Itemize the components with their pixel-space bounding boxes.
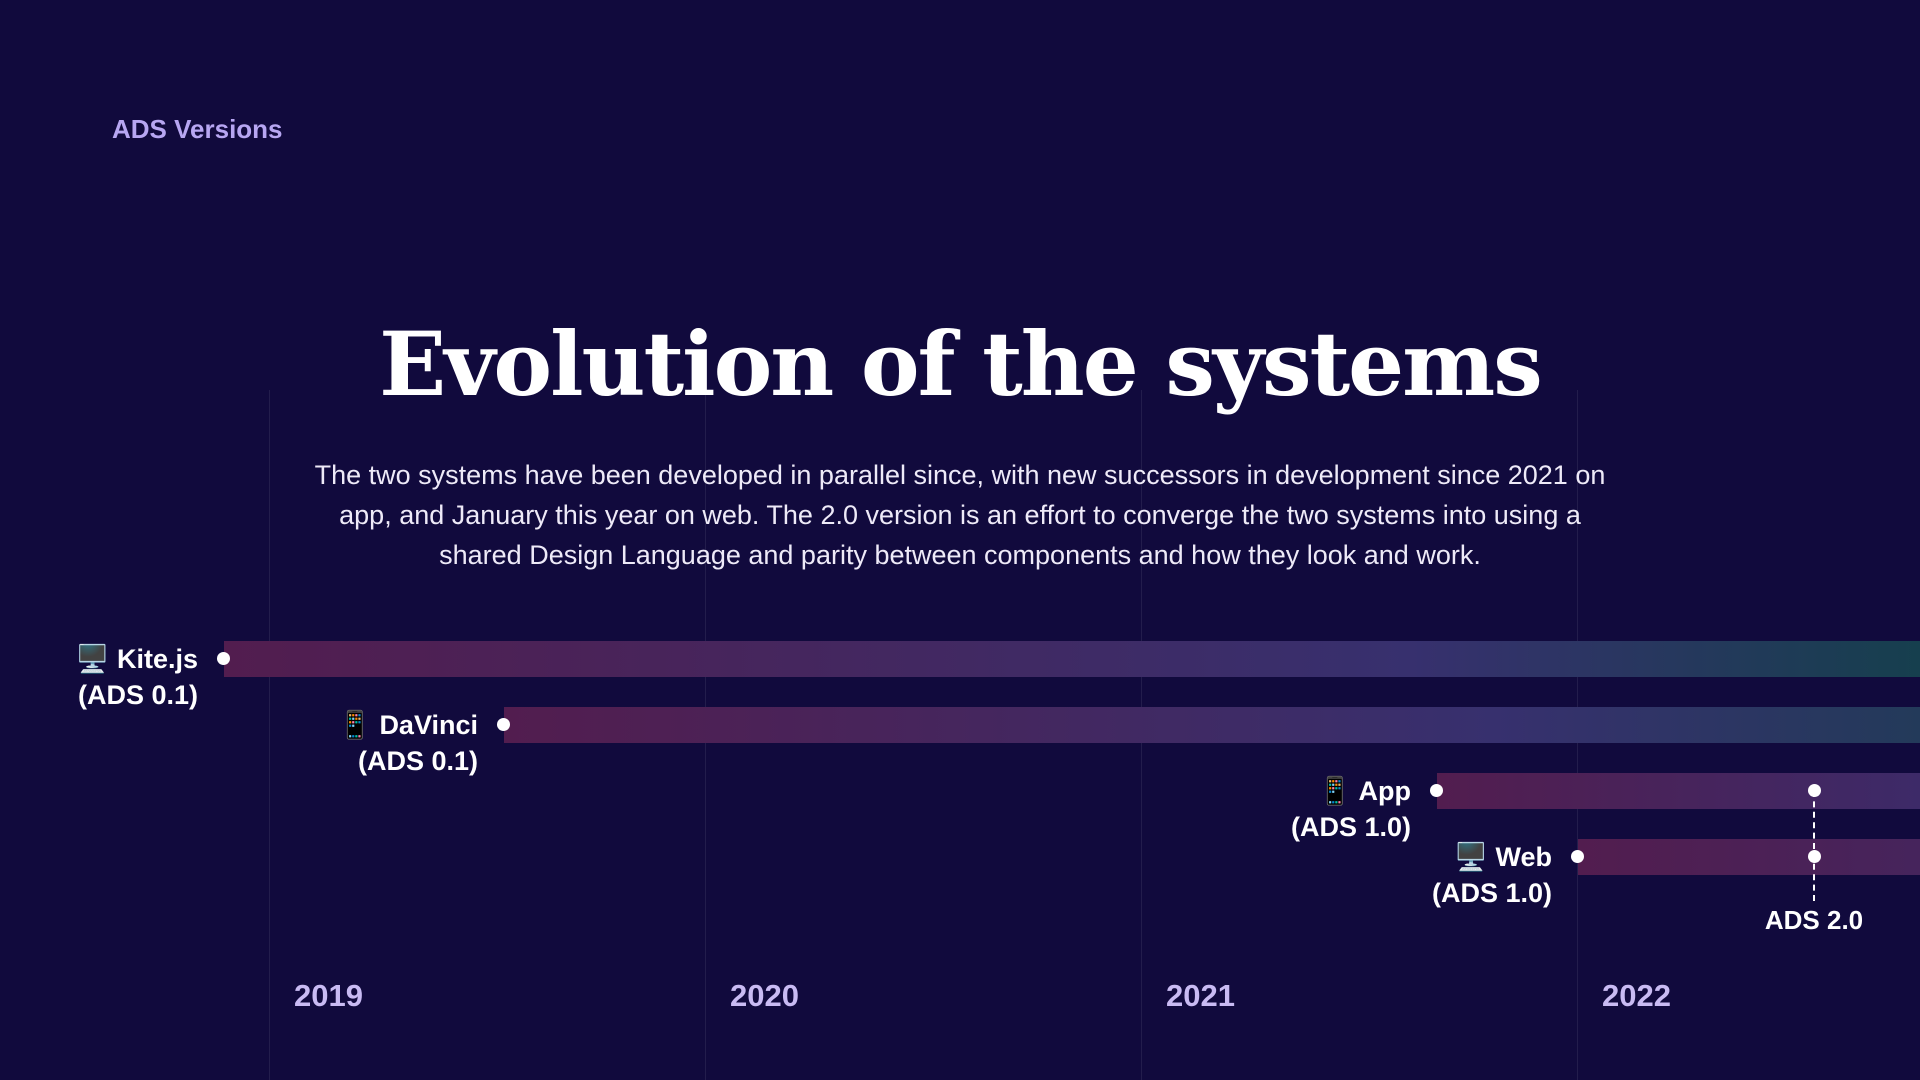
section-kicker: ADS Versions [112,114,283,144]
year-label: 2019 [294,978,363,1013]
timeline-bar-davinci [504,707,1920,743]
desktop-icon: 🖥️ [1454,842,1488,872]
description: The two systems have been developed in p… [314,460,1606,570]
track-label-davinci: 📱 DaVinci (ADS 0.1) [338,710,478,776]
page-title: Evolution of the systems [379,312,1543,416]
year-label: 2020 [730,978,799,1013]
timeline-bar-kitejs [224,641,1920,677]
year-label: 2022 [1602,978,1671,1013]
track-label-app: 📱 App (ADS 1.0) [1290,776,1411,842]
timeline-bar-app [1437,773,1920,809]
mobile-icon: 📱 [338,710,372,740]
ads2-marker-label: ADS 2.0 [1764,905,1864,935]
track-label-web: 🖥️ Web (ADS 1.0) [1431,842,1552,908]
mobile-icon: 📱 [1318,776,1353,806]
ads2-dot-app [1808,784,1821,797]
ads2-dot-web [1808,850,1821,863]
ads2-marker-line [1813,791,1815,901]
start-dot [1430,784,1443,797]
desktop-icon: 🖥️ [75,644,110,674]
track-label-kitejs: 🖥️ Kite.js (ADS 0.1) [75,644,198,710]
start-dot [1571,850,1584,863]
timeline-bar-web [1578,839,1920,875]
start-dot [497,718,510,731]
gridline-2019 [269,390,270,1080]
start-dot [217,652,230,665]
year-label: 2021 [1166,978,1235,1013]
